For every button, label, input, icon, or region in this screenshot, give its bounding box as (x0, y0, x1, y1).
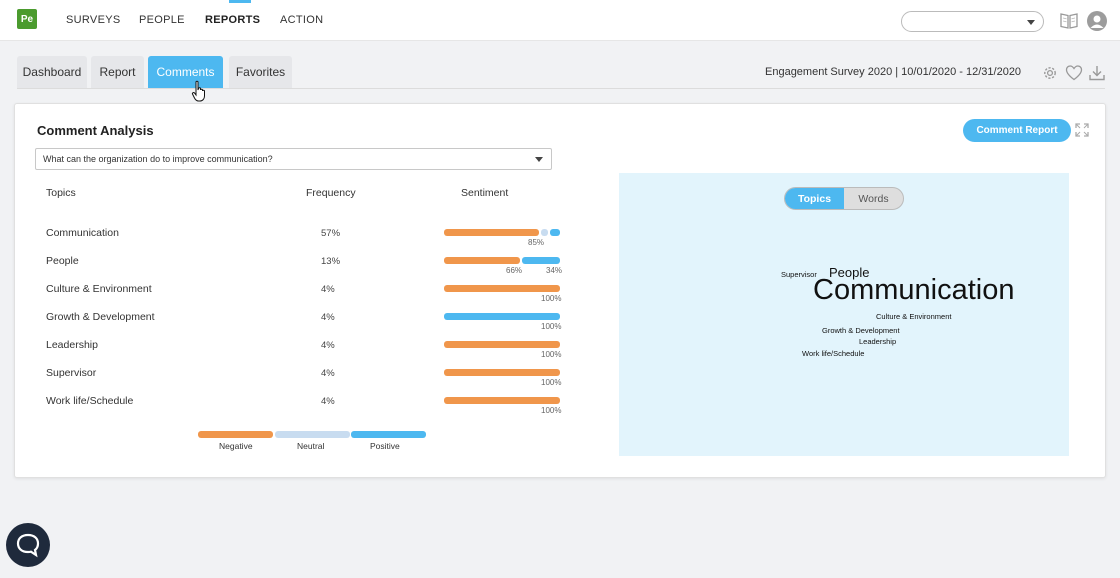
topic-name: Supervisor (46, 367, 97, 379)
sentiment-bar-positive[interactable] (550, 229, 560, 236)
cloud-word-culture-environment[interactable]: Culture & Environment (876, 312, 952, 321)
legend-positive-swatch (351, 431, 426, 438)
word-cloud-panel: Topics Words Supervisor People Communica… (619, 173, 1069, 456)
sentiment-percent: 100% (541, 350, 562, 359)
nav-people[interactable]: PEOPLE (139, 14, 185, 26)
legend-neutral-swatch (275, 431, 350, 438)
sentiment-bar-negative[interactable] (444, 257, 520, 264)
sentiment-bar-negative[interactable] (444, 369, 560, 376)
nav-active-indicator (229, 0, 251, 3)
header-sentiment: Sentiment (461, 187, 509, 199)
sentiment-percent: 100% (541, 406, 562, 415)
topic-frequency: 4% (321, 340, 335, 351)
tab-favorites[interactable]: Favorites (229, 56, 292, 88)
sentiment-percent: 100% (541, 294, 562, 303)
sentiment-percent-negative: 66% (506, 266, 523, 275)
legend-positive-label: Positive (370, 441, 400, 451)
topic-frequency: 4% (321, 396, 335, 407)
sentiment-bar-negative[interactable] (444, 397, 560, 404)
comment-analysis-card: Comment Analysis Comment Report What can… (14, 103, 1106, 478)
top-nav: Pe SURVEYS PEOPLE REPORTS ACTION (0, 0, 1120, 41)
topic-name: Work life/Schedule (46, 395, 134, 407)
chat-icon (16, 533, 40, 558)
topic-name: Leadership (46, 339, 98, 351)
sentiment-bar-negative[interactable] (444, 285, 560, 292)
topic-name: Culture & Environment (46, 283, 152, 295)
tab-divider (17, 88, 1105, 89)
sentiment-bar-negative[interactable] (444, 341, 560, 348)
topic-name: Communication (46, 227, 119, 239)
cloud-word-work-life-schedule[interactable]: Work life/Schedule (802, 349, 865, 358)
card-title: Comment Analysis (37, 123, 154, 138)
topic-frequency: 4% (321, 312, 335, 323)
expand-icon[interactable] (1075, 123, 1089, 137)
cloud-word-leadership[interactable]: Leadership (859, 337, 897, 346)
avatar-icon[interactable] (1087, 11, 1107, 31)
tab-dashboard[interactable]: Dashboard (17, 56, 87, 88)
question-select[interactable]: What can the organization do to improve … (35, 148, 552, 170)
topic-frequency: 13% (321, 256, 341, 267)
survey-info: Engagement Survey 2020 | 10/01/2020 - 12… (765, 66, 1022, 78)
nav-reports[interactable]: REPORTS (205, 14, 261, 26)
legend-negative-swatch (198, 431, 273, 438)
sentiment-percent-positive: 34% (546, 266, 563, 275)
app-logo[interactable]: Pe (17, 9, 37, 29)
nav-action[interactable]: ACTION (280, 14, 324, 26)
view-toggle[interactable]: Topics Words (784, 187, 904, 210)
sentiment-bar-neutral[interactable] (541, 229, 548, 236)
cloud-word-people[interactable]: People (829, 265, 870, 280)
header-topics: Topics (46, 187, 76, 199)
topic-frequency: 57% (321, 228, 341, 239)
chat-launcher[interactable] (6, 523, 50, 567)
chevron-down-icon (1027, 20, 1035, 25)
gear-icon[interactable] (1041, 64, 1059, 82)
download-icon[interactable] (1088, 64, 1106, 82)
sentiment-bar-negative[interactable] (444, 229, 539, 236)
sentiment-percent: 85% (528, 238, 545, 247)
toggle-words[interactable]: Words (858, 192, 889, 205)
chevron-down-icon (535, 157, 543, 162)
sentiment-bar-positive[interactable] (522, 257, 560, 264)
legend-neutral-label: Neutral (297, 441, 325, 451)
cloud-word-communication[interactable]: Communication (813, 274, 1015, 306)
legend-negative-label: Negative (219, 441, 253, 451)
top-select[interactable] (901, 11, 1044, 32)
sentiment-bar-positive[interactable] (444, 313, 560, 320)
cloud-word-growth-development[interactable]: Growth & Development (822, 326, 900, 335)
heart-icon[interactable] (1065, 64, 1083, 82)
topic-frequency: 4% (321, 284, 335, 295)
book-icon[interactable] (1060, 12, 1078, 29)
tab-report[interactable]: Report (91, 56, 144, 88)
header-frequency: Frequency (306, 187, 356, 199)
sentiment-percent: 100% (541, 322, 562, 331)
tab-comments[interactable]: Comments (148, 56, 223, 88)
comment-report-button[interactable]: Comment Report (963, 119, 1071, 142)
topic-name: People (46, 255, 79, 267)
topic-frequency: 4% (321, 368, 335, 379)
hand-cursor-icon (191, 80, 205, 102)
nav-surveys[interactable]: SURVEYS (66, 14, 121, 26)
topic-name: Growth & Development (46, 311, 155, 323)
question-text: What can the organization do to improve … (43, 154, 273, 164)
sentiment-percent: 100% (541, 378, 562, 387)
toggle-topics[interactable]: Topics (785, 188, 844, 209)
cloud-word-supervisor[interactable]: Supervisor (781, 270, 817, 279)
